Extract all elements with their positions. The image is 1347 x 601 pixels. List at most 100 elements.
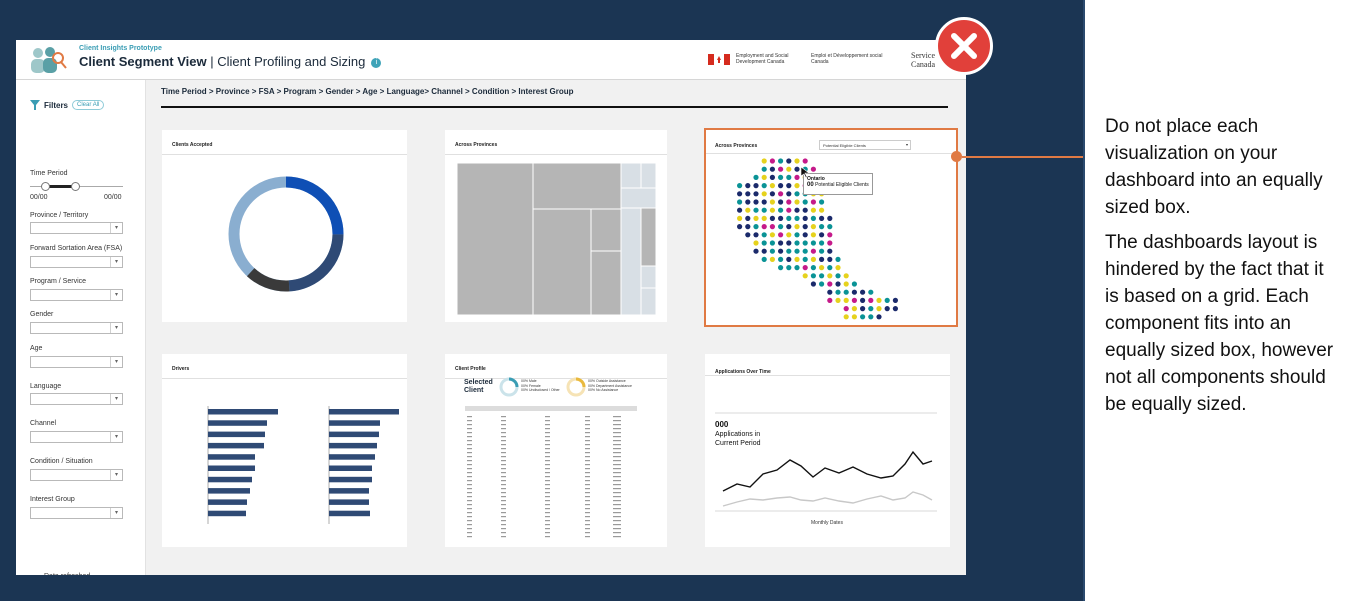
channel-select[interactable]: ▾	[30, 431, 123, 443]
table-cell	[501, 420, 506, 422]
applications-line-chart	[715, 412, 937, 512]
map-dot	[794, 174, 800, 180]
map-dot	[769, 183, 775, 189]
condition-select[interactable]: ▾	[30, 469, 123, 481]
table-cell	[501, 476, 506, 478]
fsa-select[interactable]: ▾	[30, 256, 123, 268]
map-dot	[868, 314, 874, 320]
map-dot	[745, 224, 751, 230]
table-cell	[501, 484, 506, 486]
map-dot	[802, 256, 808, 262]
map-dot	[827, 232, 833, 238]
close-icon[interactable]	[935, 17, 993, 75]
province-select[interactable]: ▾	[30, 222, 123, 234]
map-dot	[827, 289, 833, 295]
map-dot	[745, 215, 751, 221]
table-cell	[545, 476, 550, 478]
map-dot	[802, 207, 808, 213]
filters-header: Filters Clear All	[30, 100, 105, 110]
table-cell	[585, 428, 590, 430]
table-cell	[613, 476, 621, 478]
age-select[interactable]: ▾	[30, 356, 123, 368]
profile-ring-gender	[499, 377, 519, 397]
gov-name-en: Employment and Social Development Canada	[736, 53, 789, 65]
map-dot	[827, 265, 833, 271]
page-title-separator: |	[206, 54, 218, 69]
map-dot	[786, 232, 792, 238]
service-canada-wordmark: Service Canada	[911, 51, 935, 69]
card-clients-accepted: Clients Accepted	[162, 130, 407, 322]
interest-select[interactable]: ▾	[30, 507, 123, 519]
map-dot	[778, 240, 784, 246]
map-dot	[778, 174, 784, 180]
driver-bar	[329, 409, 399, 415]
donut-segment-dark	[228, 176, 344, 292]
language-select[interactable]: ▾	[30, 393, 123, 405]
map-dot	[892, 306, 898, 312]
gender-select[interactable]: ▾	[30, 322, 123, 334]
table-cell	[613, 508, 621, 510]
chevron-down-icon: ▾	[905, 142, 908, 147]
map-dot	[810, 273, 816, 279]
map-dot	[794, 232, 800, 238]
map-dot	[745, 232, 751, 238]
map-dot	[819, 215, 825, 221]
map-dot	[737, 191, 743, 197]
program-select[interactable]: ▾	[30, 289, 123, 301]
map-dot	[745, 199, 751, 205]
map-dot	[761, 166, 767, 172]
table-cell	[501, 528, 506, 530]
chevron-down-icon: ▾	[110, 432, 122, 442]
map-dot	[810, 265, 816, 271]
table-cell	[501, 488, 506, 490]
table-cell	[467, 436, 472, 438]
table-cell	[545, 528, 550, 530]
map-dot	[737, 183, 743, 189]
table-cell	[613, 420, 621, 422]
table-cell	[613, 520, 621, 522]
table-cell	[613, 468, 621, 470]
map-dot	[778, 199, 784, 205]
map-dot	[827, 248, 833, 254]
table-cell	[501, 444, 506, 446]
map-dot	[753, 174, 759, 180]
chevron-down-icon: ▾	[110, 290, 122, 300]
treemap-tile	[620, 163, 642, 189]
tooltip-value: 00	[807, 182, 814, 188]
chevron-down-icon: ▾	[110, 508, 122, 518]
map-dot	[753, 224, 759, 230]
chevron-down-icon: ▾	[110, 257, 122, 267]
measure-dropdown[interactable]: Potential Eligible Clients ▾	[819, 140, 911, 150]
callout-dot	[951, 151, 962, 162]
stat-line: 00% Outside Assistance	[588, 379, 626, 383]
card-divider	[162, 378, 407, 379]
info-icon[interactable]: i	[371, 57, 382, 68]
table-cell	[545, 440, 550, 442]
table-cell	[613, 496, 621, 498]
table-cell	[545, 524, 550, 526]
time-slider-min-handle[interactable]	[41, 182, 50, 191]
treemap-tile	[590, 208, 622, 252]
table-cell	[585, 440, 590, 442]
map-dot	[876, 297, 882, 303]
time-slider-max-handle[interactable]	[71, 182, 80, 191]
map-dot	[860, 289, 866, 295]
map-dot	[769, 191, 775, 197]
driver-bar	[329, 431, 379, 438]
table-cell	[467, 532, 472, 534]
table-cell	[613, 432, 621, 434]
tooltip-text: Potential Eligible Clients	[815, 182, 869, 188]
table-cell	[545, 484, 550, 486]
table-cell	[501, 424, 506, 426]
map-dot	[868, 306, 874, 312]
drivers-bar-chart	[207, 406, 399, 524]
map-dot	[769, 232, 775, 238]
table-cell	[467, 496, 472, 498]
table-cell	[467, 484, 472, 486]
stat-line: 00% Undisclosed / Other	[521, 388, 560, 392]
clear-all-button[interactable]: Clear All	[72, 100, 105, 110]
table-cell	[613, 416, 621, 418]
map-dot	[860, 297, 866, 303]
table-cell	[501, 460, 506, 462]
map-dot	[794, 158, 800, 164]
